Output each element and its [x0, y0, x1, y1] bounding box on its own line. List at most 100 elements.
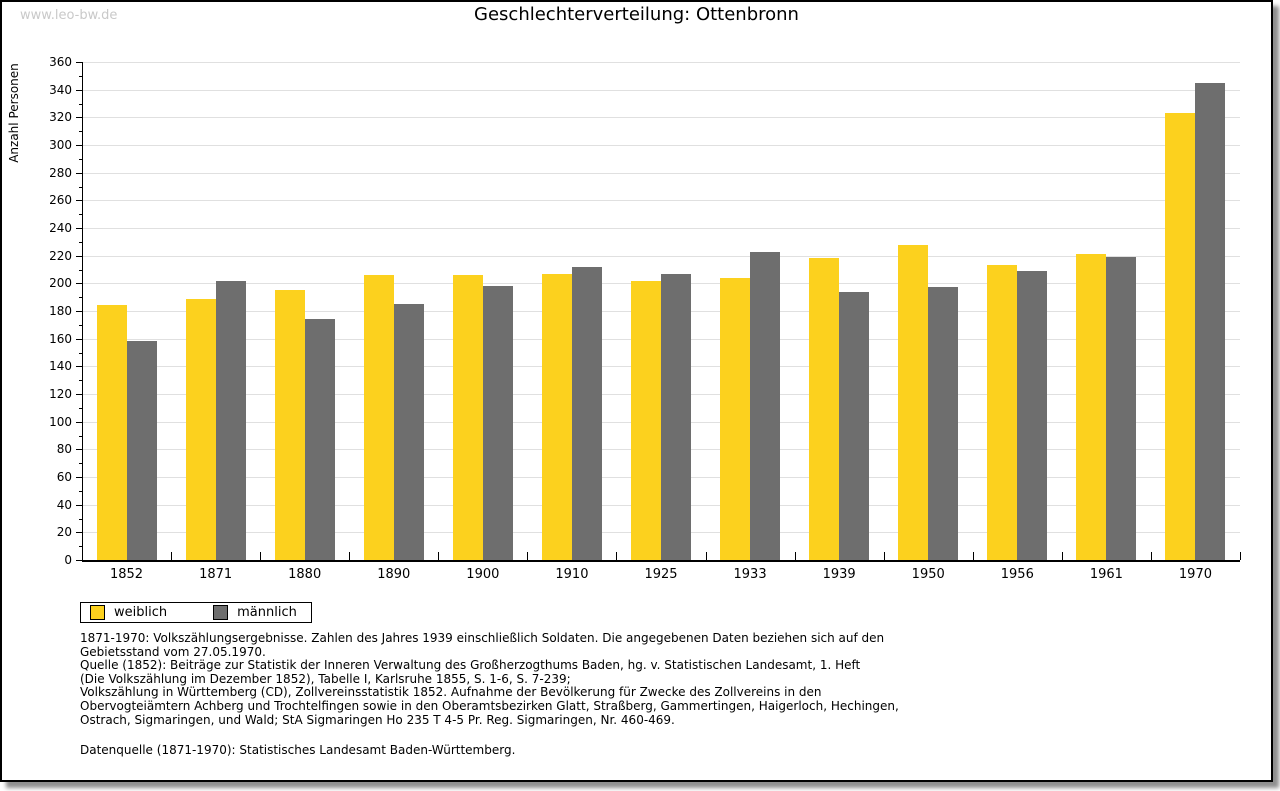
- watermark: www.leo-bw.de: [20, 8, 118, 23]
- gridline: [83, 200, 1240, 202]
- y-tick: [76, 338, 82, 340]
- y-minor-tick: [79, 380, 82, 382]
- page-title: Geschlechterverteilung: Ottenbronn: [474, 4, 799, 25]
- y-tick: [76, 311, 82, 312]
- x-category-label: 1900: [466, 567, 500, 582]
- y-tick-label: 340: [49, 82, 72, 97]
- y-tick-label: 140: [49, 359, 72, 374]
- x-tick: [794, 552, 796, 560]
- x-tick: [1150, 552, 1152, 560]
- y-tick: [76, 477, 82, 478]
- x-category-label: 1950: [911, 567, 945, 582]
- footnote-line: Gebietsstand vom 27.05.1970.: [80, 644, 266, 659]
- y-minor-tick: [79, 490, 82, 492]
- y-minor-tick: [79, 158, 82, 160]
- y-tick: [76, 62, 82, 63]
- footnote-line: Quelle (1852): Beiträge zur Statistik de…: [80, 658, 861, 673]
- bar-weiblich-1925: [631, 280, 661, 560]
- footnotes: 1871-1970: Volkszählungsergebnisse. Zahl…: [80, 631, 899, 727]
- bar-weiblich-1900: [452, 275, 483, 560]
- bar-männlich-1925: [661, 273, 691, 560]
- bar-männlich-1871: [215, 280, 246, 560]
- x-tick: [438, 552, 440, 560]
- x-tick: [171, 552, 173, 560]
- bar-männlich-1970: [1195, 82, 1226, 560]
- y-tick: [76, 560, 82, 561]
- x-tick: [260, 552, 262, 560]
- gridline: [83, 255, 1240, 257]
- y-minor-tick: [79, 214, 82, 216]
- legend: weiblich männlich: [80, 602, 312, 623]
- x-category-label: 1956: [1000, 567, 1034, 582]
- x-category-label: 1933: [733, 567, 767, 582]
- maennlich-swatch: [213, 605, 229, 620]
- y-tick: [76, 255, 82, 257]
- x-category-label: 1880: [288, 567, 322, 582]
- bar-männlich-1900: [482, 286, 513, 560]
- y-minor-tick: [79, 186, 82, 188]
- y-tick-label: 160: [49, 331, 72, 346]
- footnote-line: 1871-1970: Volkszählungsergebnisse. Zahl…: [80, 631, 885, 645]
- x-category-label: 1925: [644, 567, 678, 582]
- y-tick: [76, 228, 82, 229]
- y-minor-tick: [79, 463, 82, 465]
- gridline: [83, 89, 1240, 91]
- y-tick-label: 300: [49, 138, 72, 152]
- bar-weiblich-1950: [898, 244, 929, 560]
- y-tick-label: 100: [49, 414, 72, 429]
- x-tick: [1061, 552, 1063, 560]
- y-tick-label: 320: [49, 110, 72, 125]
- bar-männlich-1852: [126, 341, 157, 560]
- y-tick: [76, 200, 82, 202]
- y-tick-label: 240: [49, 221, 72, 235]
- gridline: [83, 172, 1240, 174]
- y-tick: [76, 421, 82, 423]
- x-category-label: 1910: [555, 567, 589, 582]
- x-category-label: 1871: [199, 567, 233, 582]
- x-tick: [616, 552, 618, 560]
- gridline: [83, 117, 1240, 119]
- x-tick: [527, 552, 529, 560]
- y-tick: [76, 449, 82, 451]
- bar-männlich-1910: [571, 266, 602, 560]
- gridline: [83, 145, 1240, 146]
- bar-weiblich-1961: [1076, 254, 1107, 560]
- bar-männlich-1880: [304, 319, 335, 560]
- y-tick: [76, 117, 82, 119]
- bar-weiblich-1880: [274, 290, 305, 560]
- y-tick: [76, 172, 82, 174]
- y-tick-label: 80: [56, 442, 72, 457]
- y-minor-tick: [79, 103, 82, 105]
- x-category-label: 1939: [822, 567, 856, 582]
- gridline: [83, 228, 1240, 229]
- legend-label: weiblich: [114, 605, 168, 620]
- x-tick: [883, 552, 885, 560]
- bar-männlich-1939: [839, 291, 870, 560]
- x-tick: [972, 552, 974, 560]
- y-minor-tick: [79, 131, 82, 133]
- y-tick-label: 220: [49, 248, 72, 263]
- y-tick: [76, 89, 82, 91]
- bar-männlich-1890: [393, 304, 424, 560]
- y-minor-tick: [79, 435, 82, 437]
- y-tick: [76, 394, 82, 395]
- y-minor-tick: [79, 324, 82, 326]
- x-tick: [1240, 552, 1241, 560]
- y-tick: [76, 145, 82, 146]
- x-category-label: 1970: [1178, 567, 1212, 582]
- y-minor-tick: [79, 407, 82, 409]
- bar-weiblich-1939: [809, 258, 840, 560]
- y-tick: [76, 532, 82, 534]
- y-tick-label: 360: [49, 55, 72, 69]
- bar-weiblich-1970: [1165, 113, 1196, 560]
- y-tick: [76, 283, 82, 285]
- x-axis-line: [82, 560, 1240, 562]
- y-tick: [76, 366, 82, 368]
- footnote-line: (Die Volkszählung im Dezember 1852), Tab…: [80, 671, 571, 686]
- bar-weiblich-1871: [185, 298, 216, 560]
- footnote-line: Ostrach, Sigmaringen, und Wald; StA Sigm…: [80, 712, 675, 727]
- legend-item-maennlich: männlich: [213, 605, 297, 620]
- bar-männlich-1950: [928, 287, 959, 560]
- y-minor-tick: [79, 241, 82, 243]
